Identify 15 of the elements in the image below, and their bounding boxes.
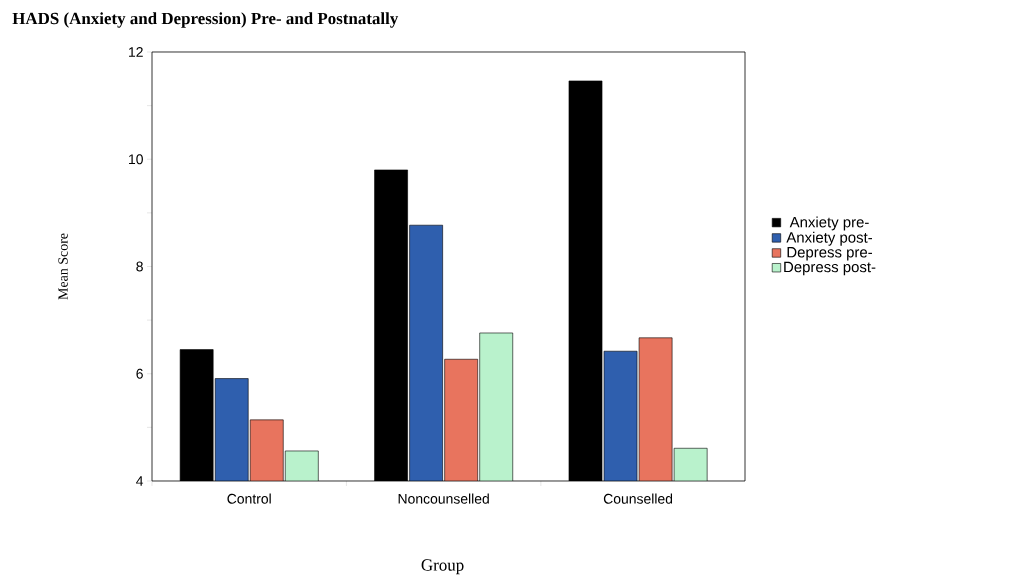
y-tick-label: 12 — [129, 47, 143, 57]
chart-title: HADS (Anxiety and Depression) Pre- and Postnatally — [12, 12, 399, 28]
x-axis-title: Group — [421, 559, 464, 575]
x-tick-label: Control — [227, 493, 271, 504]
x-tick-label: Noncounselled — [398, 493, 489, 504]
legend-label: Anxiety pre- — [789, 216, 869, 231]
legend-label: Anxiety post- — [786, 231, 873, 246]
y-axis-title: Mean Score — [58, 233, 68, 300]
y-tick-label: 6 — [136, 368, 143, 379]
legend-label: Depress pre- — [787, 247, 873, 261]
x-tick-label: Counselled — [603, 493, 673, 504]
y-tick-label: 8 — [136, 261, 143, 272]
y-tick-label: 10 — [129, 154, 143, 165]
legend-label: Depress post- — [784, 261, 876, 276]
y-tick-label: 4 — [136, 476, 144, 486]
